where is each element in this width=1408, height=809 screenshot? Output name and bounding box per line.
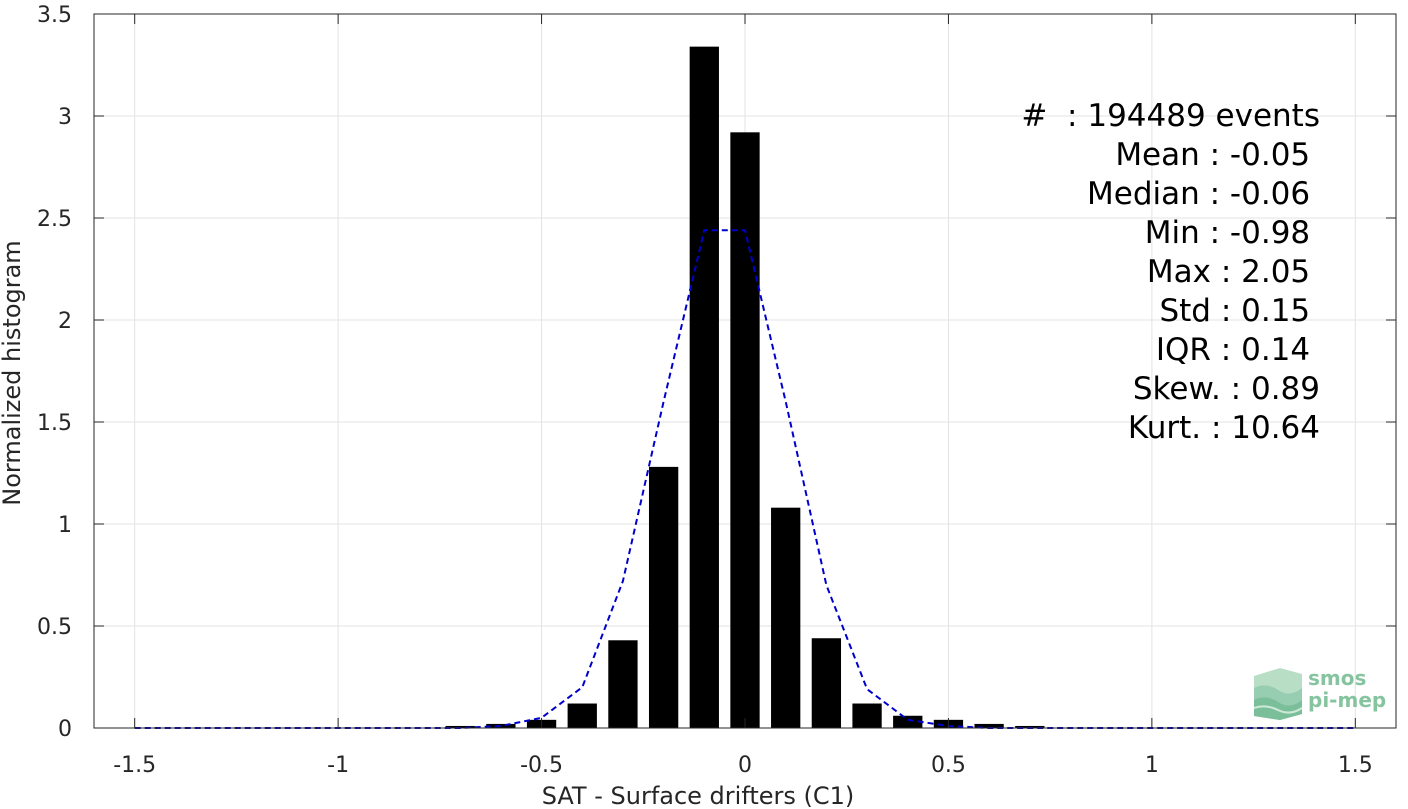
x-axis-label: SAT - Surface drifters (C1) xyxy=(542,782,855,809)
axis-ticks: -1.5 -1 -0.5 0 0.5 1 1.5 0 0.5 1 1.5 2 2.5 3 3.5 xyxy=(37,3,1396,778)
y-tick-label: 2 xyxy=(58,309,72,334)
histogram-bar xyxy=(893,715,923,728)
logo-line1: smos xyxy=(1308,666,1367,690)
x-tick-label: 0.5 xyxy=(931,753,966,778)
histogram-bar xyxy=(486,723,516,728)
stat-max: Max : 2.05 xyxy=(1146,254,1320,290)
stat-skew: Skew. : 0.89 xyxy=(1132,371,1320,407)
x-tick-label: 0 xyxy=(738,753,752,778)
histogram-bar xyxy=(771,507,801,728)
y-tick-label: 1.5 xyxy=(37,411,72,436)
x-tick-label: -1 xyxy=(327,753,349,778)
y-tick-label: 0 xyxy=(58,717,72,742)
x-tick-label: 1 xyxy=(1145,753,1159,778)
stat-min: Min : -0.98 xyxy=(1144,215,1320,251)
histogram-bar xyxy=(608,640,638,728)
histogram-bar xyxy=(852,703,882,728)
bars xyxy=(445,46,1045,728)
y-tick-label: 1 xyxy=(58,513,72,538)
histogram-bar xyxy=(730,132,760,728)
histogram-bar xyxy=(974,723,1004,728)
y-tick-label: 3.5 xyxy=(37,3,72,28)
histogram-bar xyxy=(811,638,842,728)
logo-line2: pi-mep xyxy=(1308,688,1387,712)
y-tick-label: 3 xyxy=(58,105,72,130)
histogram-bar xyxy=(689,46,719,728)
histogram-bar xyxy=(445,725,475,728)
stat-std: Std : 0.15 xyxy=(1159,293,1320,329)
y-axis-label: Normalized histogram xyxy=(0,240,26,505)
y-tick-label: 0.5 xyxy=(37,615,72,640)
histogram-bar xyxy=(648,466,679,728)
stat-median: Median : -0.06 xyxy=(1087,176,1320,212)
x-tick-label: 1.5 xyxy=(1338,753,1373,778)
stat-events: # : 194489 events xyxy=(1021,98,1320,134)
stat-kurt: Kurt. : 10.64 xyxy=(1127,410,1320,446)
histogram-bar xyxy=(1015,725,1045,728)
histogram-bar xyxy=(567,703,597,728)
stat-mean: Mean : -0.05 xyxy=(1115,137,1320,173)
x-tick-label: -0.5 xyxy=(520,753,563,778)
smos-pimep-logo: smos pi-mep xyxy=(1250,664,1400,724)
stat-iqr: IQR : 0.14 xyxy=(1155,332,1320,368)
fit-curve xyxy=(134,229,1356,729)
x-tick-label: -1.5 xyxy=(113,753,156,778)
y-tick-label: 2.5 xyxy=(37,207,72,232)
logo-wave-icon xyxy=(1253,668,1303,720)
